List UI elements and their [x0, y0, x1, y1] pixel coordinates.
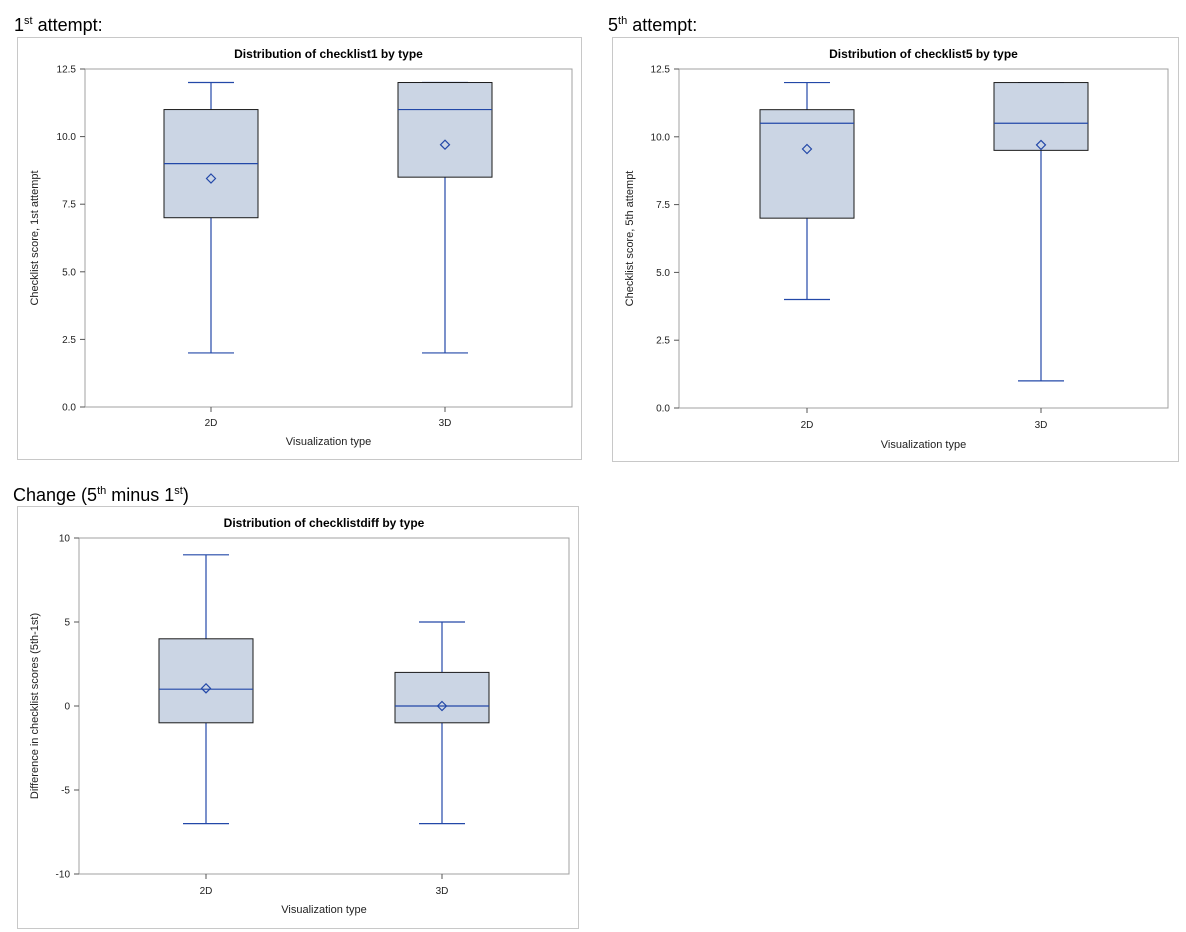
y-axis-label: Checklist score, 1st attempt	[29, 170, 41, 305]
x-tick-label: 2D	[801, 420, 814, 431]
y-tick-label: 5	[64, 618, 70, 629]
y-axis-label: Difference in checklist scores (5th-1st)	[29, 613, 41, 799]
y-tick-label: 7.5	[656, 200, 670, 211]
chart-checklist1: Distribution of checklist1 by type 0.0 2.5…	[29, 47, 573, 448]
x-tick-label: 3D	[439, 418, 452, 429]
chart-panel-checklist5: Distribution of checklist5 by type 0.0 2.5…	[612, 37, 1179, 462]
x-axis-label: Visualization type	[881, 439, 966, 451]
box-iqr	[397, 82, 493, 178]
y-tick-label: 5.0	[656, 268, 670, 279]
y-tick-label: -5	[61, 786, 70, 797]
plot-frame	[78, 537, 570, 875]
mean-marker	[1035, 139, 1047, 151]
x-axis-label: Visualization type	[281, 904, 366, 916]
x-tick-label: 2D	[200, 886, 213, 897]
y-tick-label: 0.0	[62, 403, 76, 414]
y-axis-label: Checklist score, 5th attempt	[624, 171, 636, 307]
chart-title: Distribution of checklist5 by type	[829, 47, 1018, 61]
caption-change: Change (5th minus 1st)	[13, 485, 189, 505]
chart-panel-checklistdiff: Distribution of checklistdiff by type -10…	[17, 506, 579, 929]
mean-marker	[200, 683, 212, 694]
y-tick-label: 7.5	[62, 200, 76, 211]
y-tick-label: 2.5	[62, 335, 76, 346]
y-tick-label: 10.0	[651, 132, 671, 143]
chart-title: Distribution of checklist1 by type	[234, 47, 423, 61]
box-iqr	[158, 638, 254, 724]
plot-frame	[84, 68, 573, 408]
chart-panel-checklist1: Distribution of checklist1 by type 0.0 2.5…	[17, 37, 582, 460]
box-iqr	[394, 671, 490, 724]
x-axis-label: Visualization type	[286, 436, 371, 448]
y-tick-label: 12.5	[651, 65, 671, 76]
y-tick-label: 5.0	[62, 267, 76, 278]
y-tick-label: 10.0	[57, 132, 77, 143]
y-tick-label: -10	[56, 870, 71, 881]
y-tick-label: 0.0	[656, 404, 670, 415]
mean-marker	[205, 173, 217, 184]
y-tick-label: 2.5	[656, 336, 670, 347]
x-tick-label: 3D	[1035, 420, 1048, 431]
mean-marker	[439, 139, 451, 151]
caption-fifth-attempt: 5th attempt:	[608, 15, 698, 35]
box-iqr	[993, 82, 1089, 151]
y-tick-label: 12.5	[57, 65, 77, 76]
chart-checklistdiff: Distribution of checklistdiff by type -10…	[29, 516, 570, 916]
x-tick-label: 2D	[205, 418, 218, 429]
mean-marker	[436, 700, 448, 712]
plot-frame	[678, 68, 1169, 409]
y-tick-label: 0	[64, 702, 70, 713]
x-tick-label: 3D	[436, 886, 449, 897]
box-iqr	[759, 109, 855, 219]
mean-marker	[801, 143, 813, 155]
y-tick-label: 10	[59, 534, 71, 545]
chart-title: Distribution of checklistdiff by type	[224, 516, 425, 530]
caption-first-attempt: 1st attempt:	[14, 15, 103, 35]
chart-checklist5: Distribution of checklist5 by type 0.0 2.5…	[624, 47, 1169, 451]
